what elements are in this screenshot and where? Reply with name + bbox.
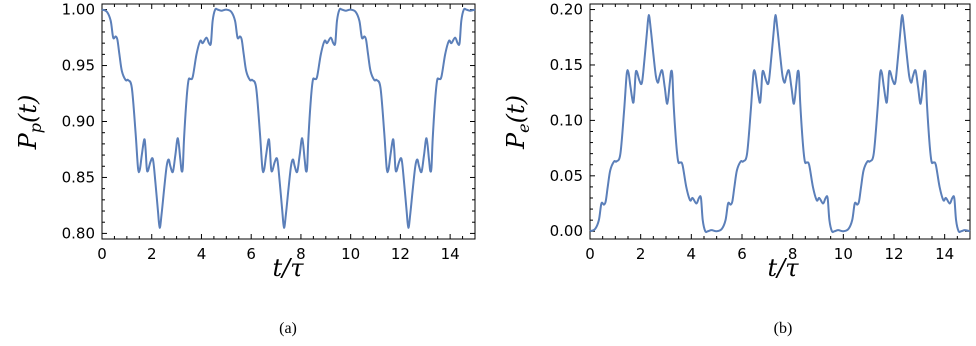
x-tick-label: 2 <box>636 245 646 263</box>
x-tick-label: 14 <box>935 245 954 263</box>
y-tick-label: 1.00 <box>62 1 95 19</box>
x-tick-label: 8 <box>296 245 306 263</box>
tick-marks-b <box>589 4 971 239</box>
y-tick-label: 0.90 <box>62 113 95 131</box>
series-line-a <box>101 7 476 229</box>
x-tick-label: 0 <box>585 245 595 263</box>
y-tick-label: 0.00 <box>550 222 583 240</box>
y-axis-label-b: Pe(t) <box>502 95 533 150</box>
chart-panel-a: 0 2 4 6 8 10 12 14 0.80 0.85 0.90 0.95 1.00 t/τ Pp(t… <box>14 1 476 337</box>
caption-b: (b) <box>774 320 793 337</box>
y-tick-label: 0.10 <box>550 111 583 129</box>
x-tick-label: 6 <box>737 245 747 263</box>
y-axis-label-a: Pp(t) <box>14 95 45 151</box>
tick-labels-a: 0 2 4 6 8 10 12 14 0.80 0.85 0.90 0.95 1.00 <box>62 1 460 263</box>
caption-a: (a) <box>279 320 297 337</box>
x-axis-label-b: t/τ <box>767 254 799 282</box>
tick-marks-a <box>101 4 476 239</box>
x-tick-label: 4 <box>197 245 207 263</box>
x-tick-label: 4 <box>687 245 697 263</box>
x-tick-label: 6 <box>246 245 256 263</box>
x-tick-label: 2 <box>147 245 157 263</box>
x-axis-label-a: t/τ <box>272 254 304 282</box>
y-tick-label: 0.20 <box>550 1 583 19</box>
chart-panel-b: 0 2 4 6 8 10 12 14 0.00 0.05 0.10 0.15 0.20 t/τ Pe(t… <box>502 1 971 337</box>
x-tick-label: 14 <box>441 245 460 263</box>
x-tick-label: 12 <box>391 245 410 263</box>
y-tick-label: 0.05 <box>550 167 583 185</box>
x-tick-label: 12 <box>884 245 903 263</box>
series-line-b <box>589 14 971 234</box>
y-tick-label: 0.85 <box>62 168 95 186</box>
x-tick-label: 10 <box>341 245 360 263</box>
x-tick-label: 8 <box>788 245 798 263</box>
x-tick-label: 10 <box>834 245 853 263</box>
y-tick-label: 0.80 <box>62 224 95 242</box>
y-tick-label: 0.95 <box>62 57 95 75</box>
y-tick-label: 0.15 <box>550 56 583 74</box>
x-tick-label: 0 <box>97 245 107 263</box>
tick-labels-b: 0 2 4 6 8 10 12 14 0.00 0.05 0.10 0.15 0.20 <box>550 1 955 263</box>
